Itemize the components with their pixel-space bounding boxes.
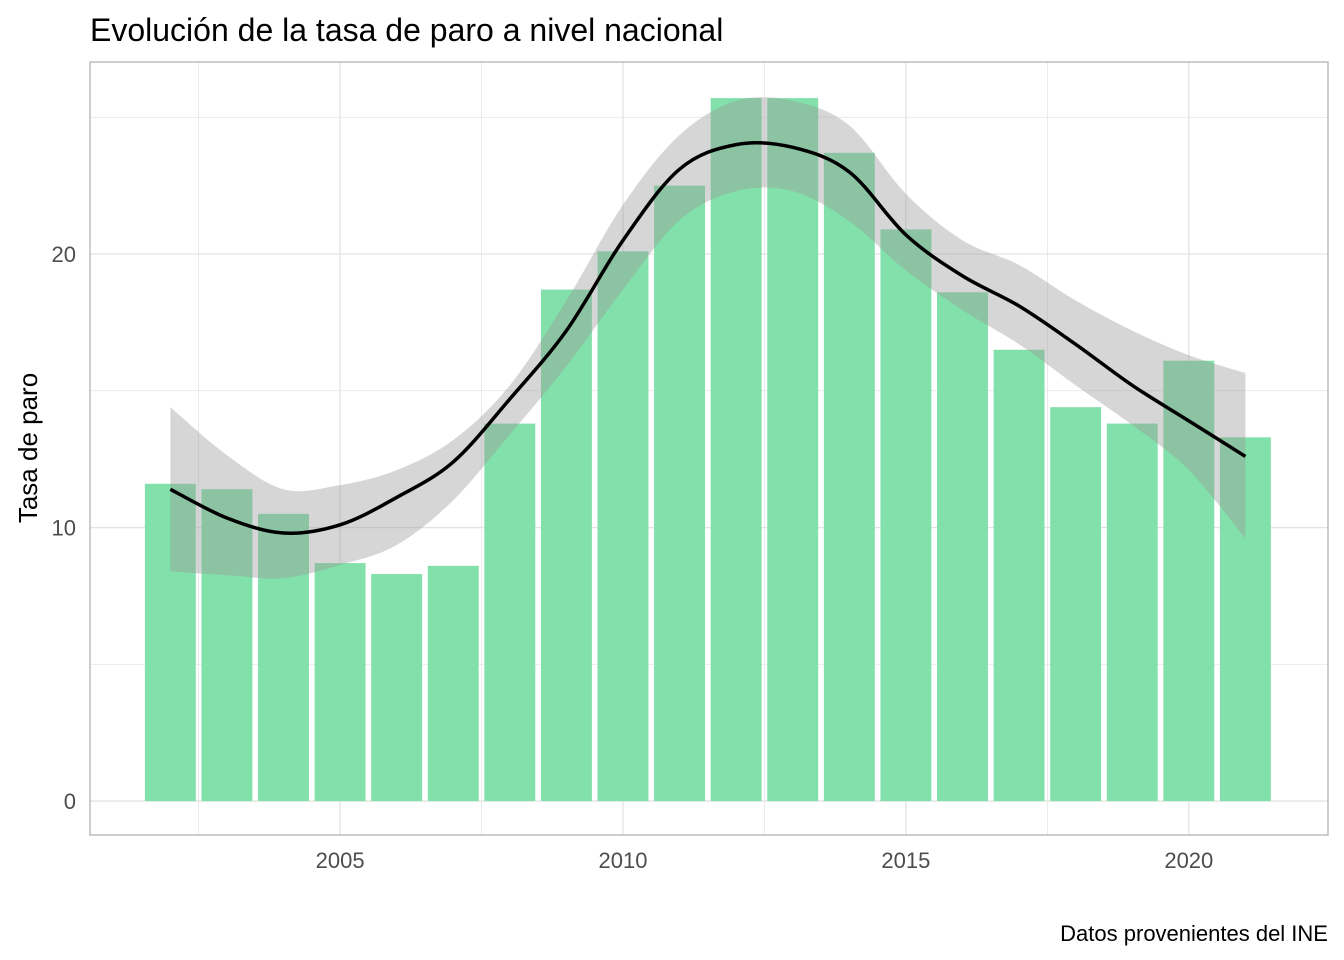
caption: Datos provenientes del INE [1060, 921, 1328, 946]
bar [654, 185, 706, 802]
smooth-line [169, 140, 1247, 535]
bar [371, 574, 423, 802]
x-tick-label: 2020 [1164, 848, 1213, 873]
bar [144, 483, 196, 802]
confidence-band [170, 97, 1246, 579]
x-tick-label: 2015 [881, 848, 930, 873]
bar [710, 98, 762, 802]
bar [767, 98, 819, 802]
bar [1219, 437, 1271, 802]
bar [484, 423, 536, 802]
x-tick-label: 2005 [316, 848, 365, 873]
bar [993, 349, 1045, 802]
panel-border [89, 61, 1329, 836]
y-axis-label: Tasa de paro [13, 373, 43, 523]
bar [540, 289, 592, 802]
bar [427, 565, 479, 802]
bar [823, 152, 875, 802]
bar [201, 489, 253, 802]
y-tick-label: 10 [52, 516, 76, 541]
bar [1163, 360, 1215, 802]
bar [258, 513, 309, 802]
bar [1050, 407, 1102, 802]
y-tick-label: 20 [52, 242, 76, 267]
x-tick-label: 2010 [599, 848, 648, 873]
bar [597, 251, 649, 802]
chart-title: Evolución de la tasa de paro a nivel nac… [90, 12, 723, 48]
bar [314, 563, 366, 802]
bar [937, 292, 988, 802]
bar [880, 229, 932, 802]
y-tick-label: 0 [64, 789, 76, 814]
bar [1106, 423, 1158, 802]
